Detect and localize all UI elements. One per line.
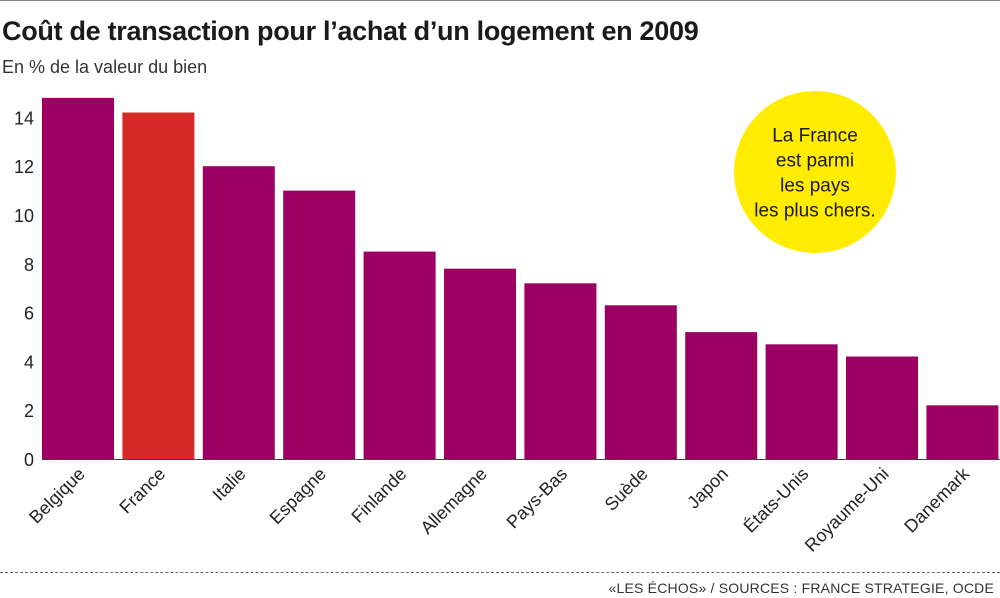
x-tick-label: France xyxy=(115,464,169,518)
bar-0 xyxy=(42,97,114,459)
y-tick-label: 2 xyxy=(24,401,34,421)
bar-2 xyxy=(202,166,275,459)
bar-7 xyxy=(604,305,677,459)
bar-6 xyxy=(524,283,597,459)
callout-circle xyxy=(734,91,896,253)
x-tick-label: Danemark xyxy=(900,463,974,537)
y-axis: 0 2 4 6 8 10 12 14 xyxy=(14,108,34,470)
callout-line: La France xyxy=(772,126,858,147)
x-tick-label: États-Unis xyxy=(740,464,813,537)
y-tick-label: 12 xyxy=(14,157,34,177)
bar-chart: 0 2 4 6 8 10 12 14 Belgique France Italie Espagne F… xyxy=(14,91,1000,556)
x-tick-label: Belgique xyxy=(25,464,89,528)
x-tick-label: Suède xyxy=(601,464,652,515)
y-tick-label: 6 xyxy=(24,304,34,324)
bar-4 xyxy=(363,251,436,459)
callout-line: est parmi xyxy=(776,151,854,172)
x-tick-label: Japon xyxy=(683,464,732,513)
y-tick-label: 4 xyxy=(24,352,34,372)
y-tick-label: 8 xyxy=(24,255,34,275)
chart-title: Coût de transaction pour l’achat d’un lo… xyxy=(2,16,699,46)
source-credit: «LES ÉCHOS» / SOURCES : FRANCE STRATEGIE… xyxy=(608,580,994,596)
bar-1 xyxy=(122,112,195,459)
callout-line: les pays xyxy=(780,176,850,197)
chart-subtitle: En % de la valeur du bien xyxy=(2,57,208,77)
x-tick-label: Finlande xyxy=(347,464,410,527)
bar-8 xyxy=(685,332,758,459)
y-tick-label: 0 xyxy=(24,450,34,470)
callout-line: les plus chers. xyxy=(754,201,875,222)
bar-10 xyxy=(846,356,918,459)
x-tick-label: Royaume-Uni xyxy=(801,464,893,556)
callout-bubble: La France est parmi les pays les plus chers… xyxy=(734,91,896,253)
bar-11 xyxy=(926,405,999,459)
x-tick-label: Italie xyxy=(209,464,250,505)
y-tick-label: 14 xyxy=(14,108,34,128)
y-tick-label: 10 xyxy=(14,206,34,226)
x-tick-label: Espagne xyxy=(266,464,330,528)
bar-5 xyxy=(444,268,516,459)
bars xyxy=(42,97,1000,460)
x-axis-labels: Belgique France Italie Espagne Finlande Allem… xyxy=(25,463,974,556)
footer-divider xyxy=(0,572,1000,573)
top-rule xyxy=(0,0,1000,1)
bar-3 xyxy=(283,190,356,459)
x-tick-label: Pays-Bas xyxy=(503,464,572,533)
x-tick-label: Allemagne xyxy=(417,464,491,538)
bar-9 xyxy=(765,344,838,459)
